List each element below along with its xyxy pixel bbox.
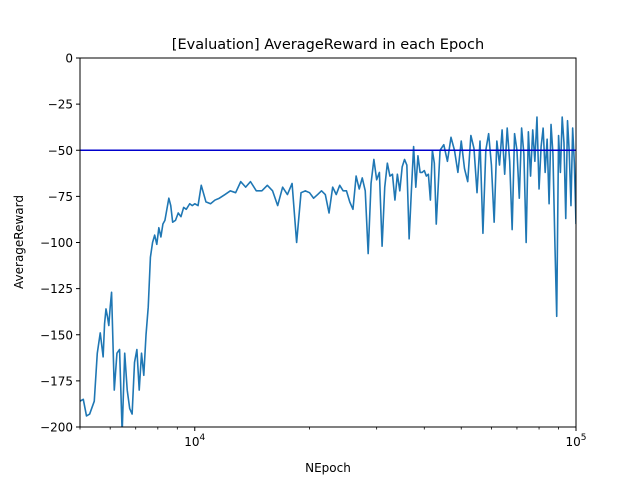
y-axis-label: AverageReward xyxy=(12,195,26,289)
y-tick-label: −50 xyxy=(48,144,73,158)
y-tick-label: −175 xyxy=(40,374,73,388)
series-layer xyxy=(80,116,576,427)
plot-frame xyxy=(79,57,577,428)
y-tick-label: −150 xyxy=(40,328,73,342)
chart-title: [Evaluation] AverageReward in each Epoch xyxy=(172,37,484,53)
y-tick-label: −200 xyxy=(40,421,73,435)
y-axis: 0 −25 −50 −75 −100 −125 −150 −175 −200 xyxy=(40,52,80,435)
y-tick-label: −25 xyxy=(48,98,73,112)
y-tick-label: −100 xyxy=(40,236,73,250)
y-tick-label: 0 xyxy=(65,52,73,66)
series-line xyxy=(80,116,576,427)
y-tick-label: −125 xyxy=(40,282,73,296)
y-tick-label: −75 xyxy=(48,190,73,204)
x-axis-label: NEpoch xyxy=(305,461,351,475)
